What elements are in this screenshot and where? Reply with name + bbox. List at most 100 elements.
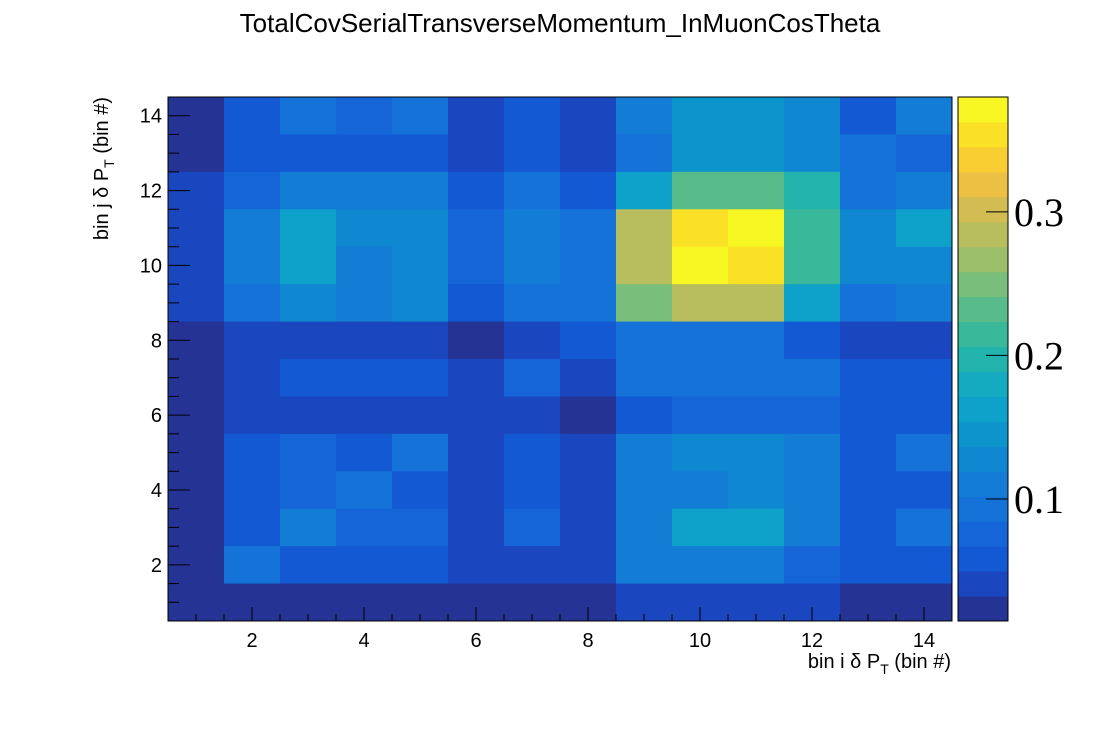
heatmap-cell — [224, 359, 281, 397]
heatmap-cell — [280, 546, 337, 585]
heatmap-cell — [672, 171, 729, 210]
heatmap-cell — [784, 246, 841, 285]
y-axis-tick-labels: 2 4 6 8 10 12 14 — [140, 106, 162, 577]
heatmap-cells — [168, 97, 953, 622]
heatmap-cell — [392, 359, 449, 397]
color-scale-band — [958, 571, 1008, 597]
color-scale-band — [958, 371, 1008, 397]
heatmap-cell — [896, 134, 953, 173]
color-scale-band — [958, 421, 1008, 447]
y-tick-label: 4 — [151, 480, 162, 502]
color-scale-band — [958, 471, 1008, 497]
heatmap-cell — [280, 171, 337, 210]
heatmap-cell — [560, 134, 617, 173]
heatmap-cell — [392, 134, 449, 173]
heatmap-cell — [840, 471, 897, 510]
heatmap-cell — [280, 97, 337, 135]
y-axis-title-main: bin j δ P — [91, 168, 113, 240]
color-scale-band — [958, 296, 1008, 323]
heatmap-cell — [840, 97, 897, 135]
heatmap-cell — [448, 471, 505, 510]
heatmap-cell — [672, 433, 729, 472]
heatmap-cell — [616, 209, 673, 248]
color-scale-ticks — [986, 211, 1008, 500]
heatmap-cell — [560, 396, 617, 435]
heatmap-cell — [504, 359, 561, 397]
y-tick-label: 2 — [151, 555, 162, 577]
x-tick-label: 14 — [913, 630, 935, 652]
chart-title: TotalCovSerialTransverseMomentum_InMuonC… — [239, 8, 881, 38]
heatmap-cell — [896, 508, 953, 547]
heatmap-cell — [336, 433, 393, 472]
x-tick-label: 8 — [582, 630, 593, 652]
heatmap-cell — [448, 134, 505, 173]
heatmap-cell — [336, 546, 393, 585]
color-scale-band — [958, 246, 1008, 273]
color-scale-band — [958, 521, 1008, 547]
heatmap-cell — [728, 321, 785, 360]
heatmap-cell — [784, 359, 841, 397]
heatmap-cell — [784, 171, 841, 210]
heatmap-cell — [224, 396, 281, 435]
heatmap-cell — [840, 171, 897, 210]
heatmap-cell — [616, 471, 673, 510]
heatmap-cell — [336, 97, 393, 135]
heatmap-cell — [392, 433, 449, 472]
y-axis-title: bin j δ PT (bin #) — [91, 97, 117, 240]
heatmap-cell — [392, 284, 449, 323]
heatmap-cell — [672, 209, 729, 248]
heatmap-cell — [392, 246, 449, 285]
heatmap-cell — [504, 508, 561, 547]
heatmap-cell — [560, 508, 617, 547]
heatmap-cell — [672, 134, 729, 173]
color-scale-band — [958, 146, 1008, 173]
heatmap-cell — [672, 284, 729, 323]
heatmap-cell — [504, 433, 561, 472]
heatmap-cell — [560, 546, 617, 585]
heatmap-cell — [504, 546, 561, 585]
heatmap-cell — [280, 433, 337, 472]
heatmap-cell — [784, 433, 841, 472]
color-scale-tick-label: 0.3 — [1014, 190, 1064, 235]
heatmap-cell — [224, 433, 281, 472]
heatmap-cell — [336, 359, 393, 397]
heatmap-cell — [280, 209, 337, 248]
x-tick-label: 6 — [470, 630, 481, 652]
heatmap-cell — [504, 171, 561, 210]
x-axis-title: bin i δ PT (bin #) — [808, 651, 951, 677]
heatmap-cell — [504, 284, 561, 323]
heatmap-cell — [840, 134, 897, 173]
heatmap-cell — [784, 508, 841, 547]
y-tick-label: 10 — [140, 255, 162, 277]
color-scale-tick-label: 0.2 — [1014, 333, 1064, 378]
heatmap-cell — [448, 433, 505, 472]
heatmap-cell — [448, 97, 505, 135]
heatmap-cell — [448, 546, 505, 585]
heatmap-cell — [896, 171, 953, 210]
heatmap-cell — [560, 171, 617, 210]
color-scale-band — [958, 596, 1008, 622]
heatmap-cell — [504, 209, 561, 248]
heatmap-cell — [224, 246, 281, 285]
color-scale-frame — [957, 96, 1009, 622]
heatmap-cell — [560, 471, 617, 510]
x-tick-label: 12 — [801, 630, 823, 652]
color-scale-band — [958, 121, 1008, 148]
heatmap-cell — [728, 284, 785, 323]
y-tick-label: 14 — [140, 106, 162, 128]
heatmap-cell — [224, 546, 281, 585]
color-scale-band — [958, 196, 1008, 223]
heatmap-cell — [448, 284, 505, 323]
heatmap-cell — [728, 246, 785, 285]
heatmap-cell — [840, 321, 897, 360]
heatmap-cell — [336, 134, 393, 173]
heatmap-cell — [840, 209, 897, 248]
heatmap-cell — [672, 508, 729, 547]
heatmap-cell — [896, 433, 953, 472]
y-axis-ticks — [168, 115, 190, 603]
heatmap-cell — [784, 546, 841, 585]
heatmap-cell — [896, 359, 953, 397]
heatmap-cell — [560, 97, 617, 135]
heatmap-cell — [224, 508, 281, 547]
heatmap-cell — [504, 321, 561, 360]
